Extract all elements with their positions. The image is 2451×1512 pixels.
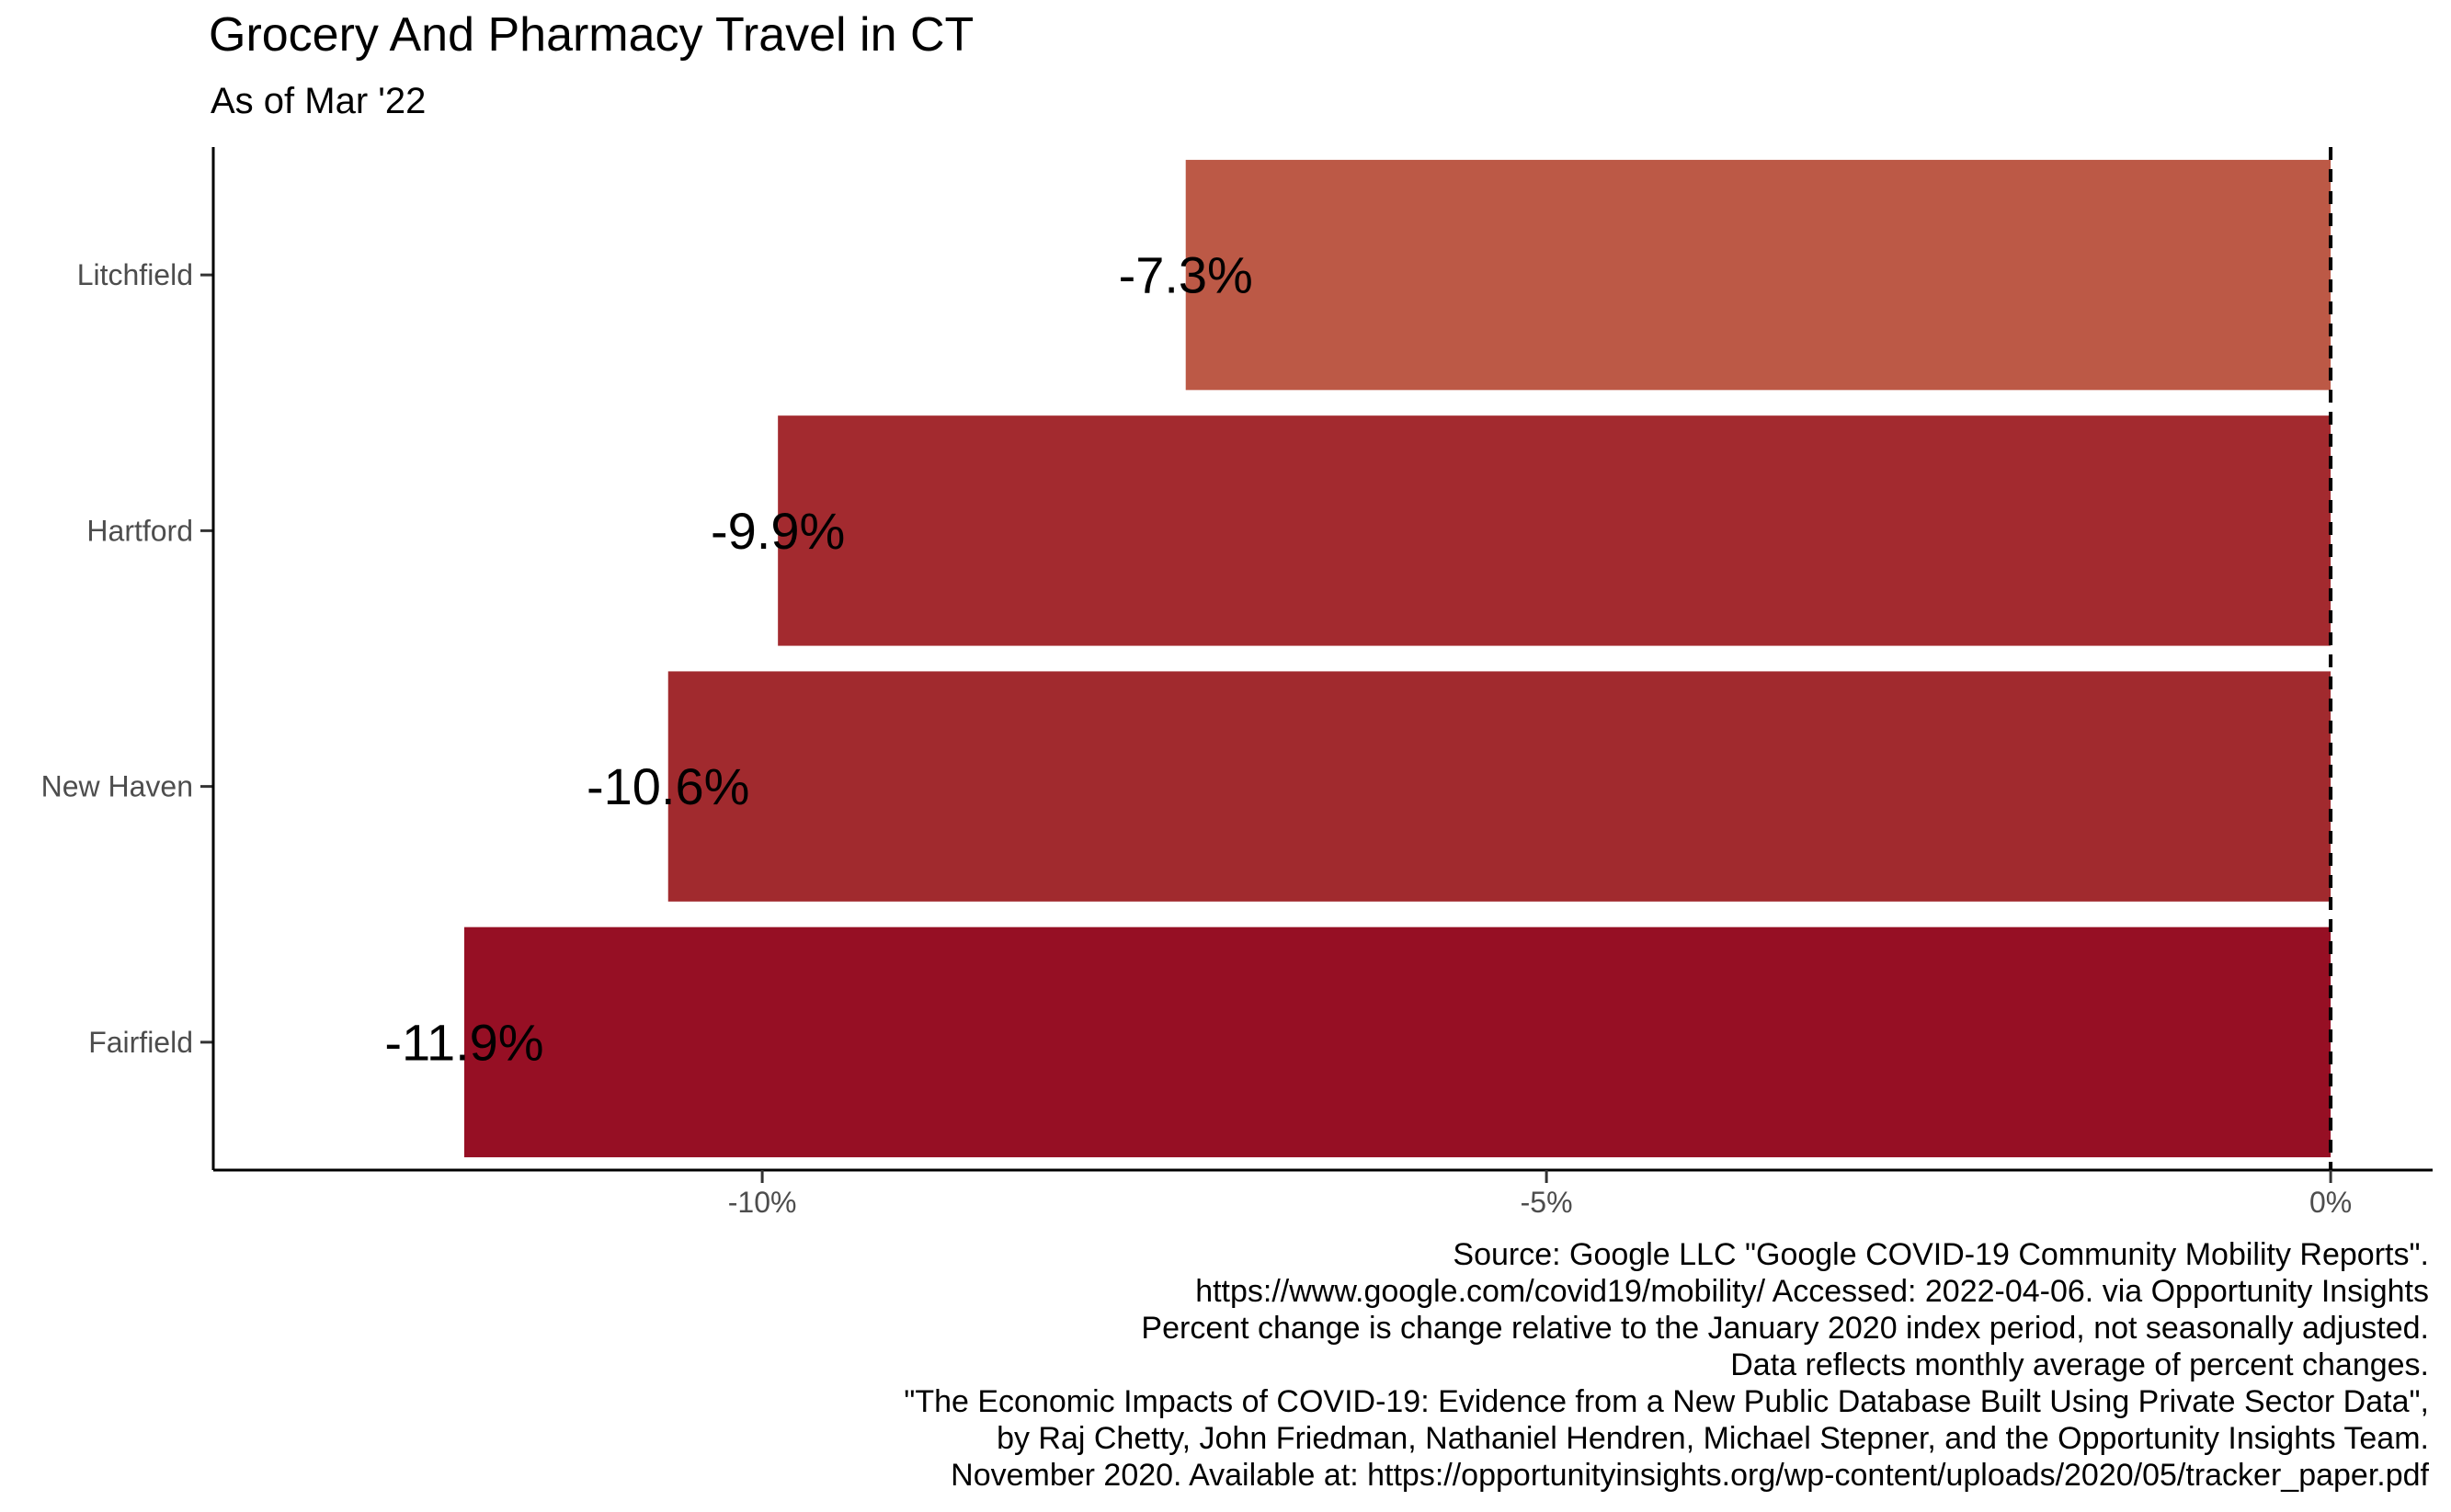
bar-hartford: [778, 415, 2331, 646]
x-tick-label: -5%: [1521, 1186, 1573, 1219]
y-tick-label: Fairfield: [88, 1026, 193, 1059]
data-label: -10.6%: [587, 757, 749, 815]
caption-line: https://www.google.com/covid19/mobility/…: [1195, 1274, 2429, 1309]
caption-line: Percent change is change relative to the…: [1141, 1311, 2429, 1346]
y-tick-label: Hartford: [86, 514, 193, 547]
caption-line: November 2020. Available at: https://opp…: [951, 1458, 2429, 1493]
chart-title: Grocery And Pharmacy Travel in CT: [209, 8, 975, 62]
data-label: -7.3%: [1119, 246, 1253, 304]
bar-litchfield: [1185, 159, 2331, 391]
bar-chart: -7.3% Litchfield -9.9% Hartford -10.6% New Ha…: [41, 147, 2433, 1219]
chart-subtitle: As of Mar '22: [211, 81, 427, 121]
y-tick-label: New Haven: [41, 770, 193, 803]
bar-fairfield: [463, 927, 2331, 1158]
x-tick-label: 0%: [2309, 1186, 2352, 1219]
caption-line: Source: Google LLC "Google COVID-19 Comm…: [1453, 1237, 2429, 1272]
y-tick-label: Litchfield: [77, 258, 193, 291]
caption-line: "The Economic Impacts of COVID-19: Evide…: [904, 1384, 2429, 1419]
source-caption: Source: Google LLC "Google COVID-19 Comm…: [904, 1236, 2429, 1494]
caption-line: Data reflects monthly average of percent…: [1730, 1347, 2429, 1382]
data-label: -9.9%: [711, 502, 845, 560]
x-tick-label: -10%: [728, 1186, 797, 1219]
data-label: -11.9%: [384, 1013, 543, 1071]
bar-new-haven: [667, 671, 2331, 902]
caption-line: by Raj Chetty, John Friedman, Nathaniel …: [997, 1421, 2429, 1456]
